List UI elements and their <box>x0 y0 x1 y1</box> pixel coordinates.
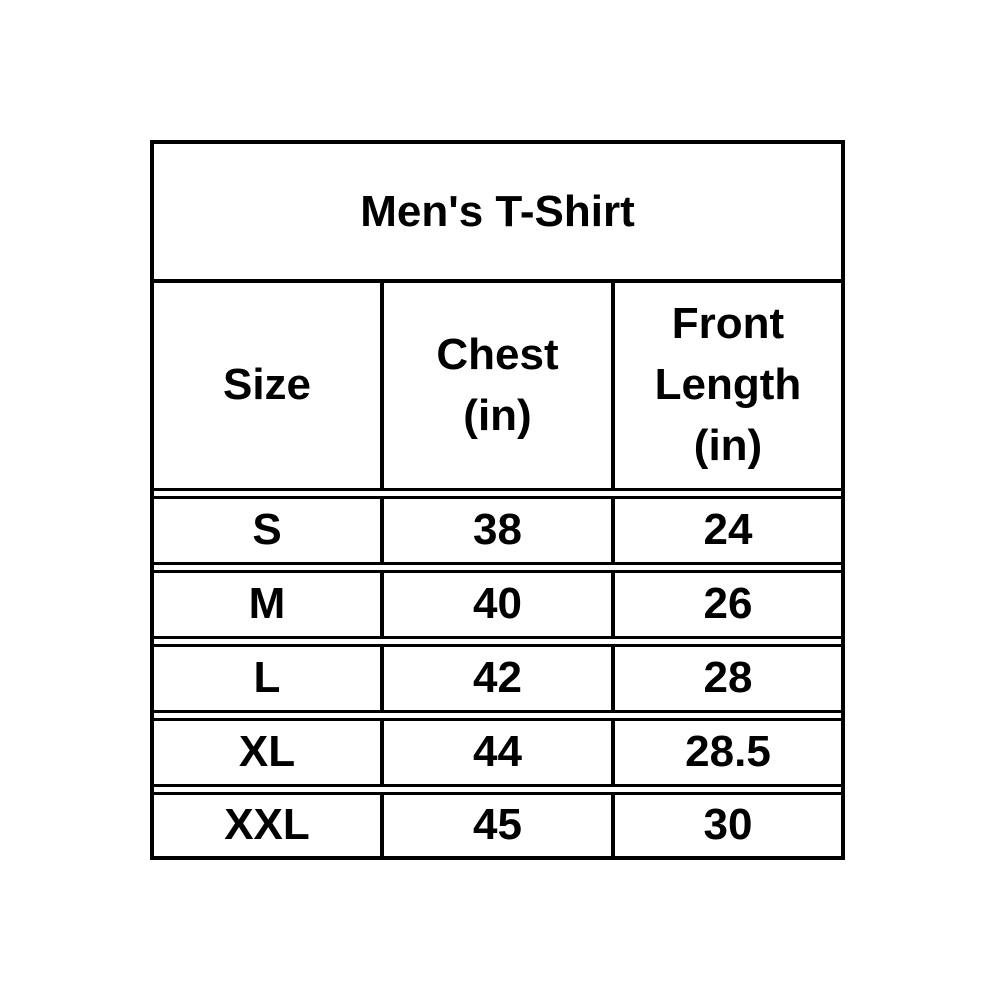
header-row: Size Chest (in) Front Length (in) <box>154 283 841 491</box>
header-label-front-length-unit: (in) <box>693 420 763 470</box>
size-cell: S <box>252 505 282 555</box>
front-length-cell: 24 <box>611 499 841 562</box>
chest-cell: 45 <box>380 795 611 856</box>
table-row: XXL 45 30 <box>154 792 841 856</box>
chest-cell: 44 <box>380 721 611 784</box>
header-cell-chest: Chest (in) <box>380 283 611 488</box>
size-cell: XXL <box>224 800 310 850</box>
header-label-size: Size <box>222 360 312 410</box>
front-length-cell: 28.5 <box>611 721 841 784</box>
header-cell-size: Size <box>154 283 380 488</box>
size-cell: L <box>253 653 281 703</box>
size-cell: M <box>248 579 286 629</box>
header-label-front: Front <box>671 299 785 349</box>
table-title: Men's T-Shirt <box>154 144 841 283</box>
size-chart-table: Men's T-Shirt Size Chest (in) Front Leng… <box>150 140 845 860</box>
chest-cell: 40 <box>380 573 611 636</box>
table-row: XL 44 28.5 <box>154 718 841 787</box>
front-length-cell: 30 <box>611 795 841 856</box>
table-row: L 42 28 <box>154 644 841 713</box>
chest-cell: 42 <box>380 647 611 710</box>
table-row: S 38 24 <box>154 496 841 565</box>
header-cell-front-length: Front Length (in) <box>611 283 841 488</box>
front-length-cell: 28 <box>611 647 841 710</box>
header-label-length: Length <box>654 360 802 410</box>
size-cell: XL <box>238 727 296 777</box>
header-label-chest: Chest <box>436 329 559 379</box>
chest-cell: 38 <box>380 499 611 562</box>
front-length-cell: 26 <box>611 573 841 636</box>
header-label-chest-unit: (in) <box>463 390 532 440</box>
table-row: M 40 26 <box>154 570 841 639</box>
